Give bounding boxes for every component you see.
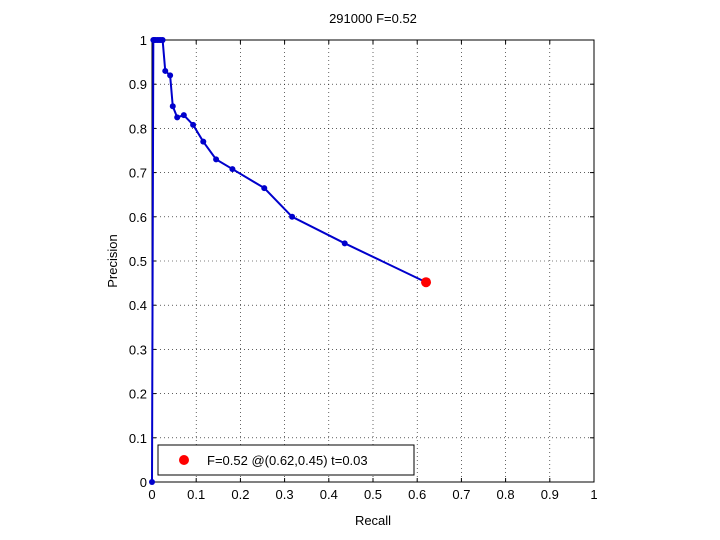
data-point <box>213 156 220 163</box>
data-point <box>289 213 296 220</box>
y-tick-label: 0.5 <box>129 254 147 269</box>
x-tick-label: 0.3 <box>276 487 294 502</box>
grid <box>152 40 594 482</box>
x-tick-label: 0.2 <box>231 487 249 502</box>
x-tick-label: 0.9 <box>541 487 559 502</box>
legend-marker <box>179 455 189 465</box>
data-point <box>261 185 268 192</box>
chart-title: 291000 F=0.52 <box>329 11 417 26</box>
y-tick-label: 0 <box>140 475 147 490</box>
data-point <box>180 112 187 119</box>
x-tick-label: 1 <box>590 487 597 502</box>
y-tick-label: 0.1 <box>129 431 147 446</box>
legend-box <box>157 444 415 476</box>
y-tick-label: 0.8 <box>129 121 147 136</box>
data-point <box>200 138 207 145</box>
best-f-point <box>421 277 432 288</box>
y-tick-label: 0.9 <box>129 77 147 92</box>
data-point <box>341 240 348 247</box>
x-axis-label: Recall <box>355 513 391 528</box>
x-tick-label: 0.8 <box>497 487 515 502</box>
y-tick-label: 1 <box>140 33 147 48</box>
y-tick-labels: 0 0.1 0.2 0.3 0.4 0.5 0.6 0.7 0.8 0.9 1 <box>129 33 147 490</box>
data-point <box>167 72 174 79</box>
x-tick-label: 0.6 <box>408 487 426 502</box>
data-point <box>169 103 176 110</box>
x-tick-labels: 0 0.1 0.2 0.3 0.4 0.5 0.6 0.7 0.8 0.9 1 <box>148 487 597 502</box>
y-tick-label: 0.6 <box>129 210 147 225</box>
data-point <box>162 67 169 74</box>
y-tick-label: 0.2 <box>129 387 147 402</box>
x-tick-label: 0 <box>148 487 155 502</box>
legend: F=0.52 @(0.62,0.45) t=0.03 <box>157 444 415 476</box>
y-axis-label: Precision <box>105 234 120 287</box>
y-tick-label: 0.3 <box>129 342 147 357</box>
x-tick-label: 0.5 <box>364 487 382 502</box>
x-tick-label: 0.1 <box>187 487 205 502</box>
data-point <box>149 479 155 485</box>
x-tick-label: 0.4 <box>320 487 338 502</box>
data-point <box>174 114 181 121</box>
data-point <box>229 166 236 173</box>
data-point <box>150 37 157 43</box>
data-point <box>190 121 197 128</box>
legend-label: F=0.52 @(0.62,0.45) t=0.03 <box>207 453 368 468</box>
y-tick-label: 0.4 <box>129 298 147 313</box>
series-group <box>149 37 432 485</box>
y-tick-label: 0.7 <box>129 166 147 181</box>
x-tick-label: 0.7 <box>452 487 470 502</box>
